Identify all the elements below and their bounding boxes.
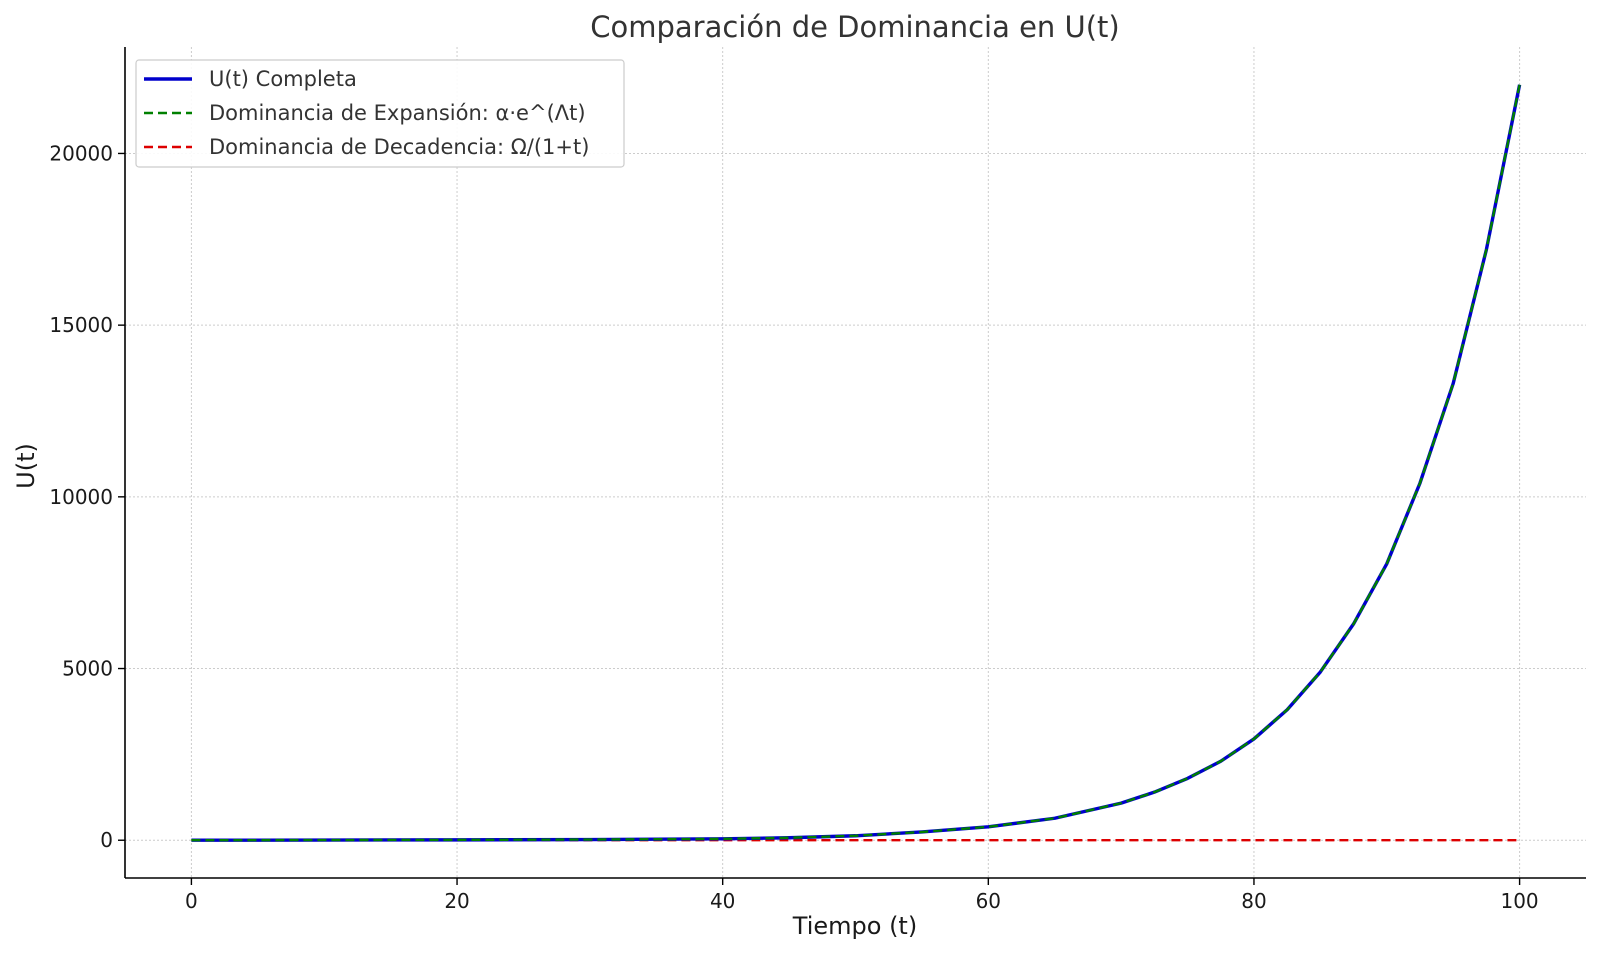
y-tick-label: 5000 — [62, 657, 113, 681]
legend-label-0: U(t) Completa — [209, 67, 357, 91]
legend-label-2: Dominancia de Decadencia: Ω/(1+t) — [209, 135, 589, 159]
legend-label-1: Dominancia de Expansión: α·e^(Λt) — [209, 101, 586, 125]
axis-ticks: 0 20 40 60 80 100 0 5000 10000 15000 20000 — [49, 141, 1538, 913]
x-tick-label: 40 — [710, 889, 735, 913]
series-lines — [191, 84, 1522, 842]
x-tick-label: 80 — [1241, 889, 1266, 913]
x-tick-label: 20 — [444, 889, 469, 913]
y-tick-label: 0 — [100, 828, 113, 852]
series-line-1 — [191, 84, 1521, 842]
y-tick-label: 20000 — [49, 141, 113, 165]
x-tick-label: 100 — [1500, 889, 1538, 913]
x-axis-label: Tiempo (t) — [792, 912, 917, 940]
y-tick-label: 15000 — [49, 313, 113, 337]
y-tick-label: 10000 — [49, 485, 113, 509]
x-tick-label: 0 — [185, 889, 198, 913]
x-tick-label: 60 — [976, 889, 1001, 913]
legend-box — [135, 59, 625, 168]
legend: U(t) Completa Dominancia de Expansión: α·… — [135, 59, 625, 168]
y-axis-label: U(t) — [12, 443, 40, 489]
chart-title: Comparación de Dominancia en U(t) — [590, 10, 1120, 44]
grid — [125, 47, 1586, 878]
series-line-0 — [191, 84, 1522, 842]
